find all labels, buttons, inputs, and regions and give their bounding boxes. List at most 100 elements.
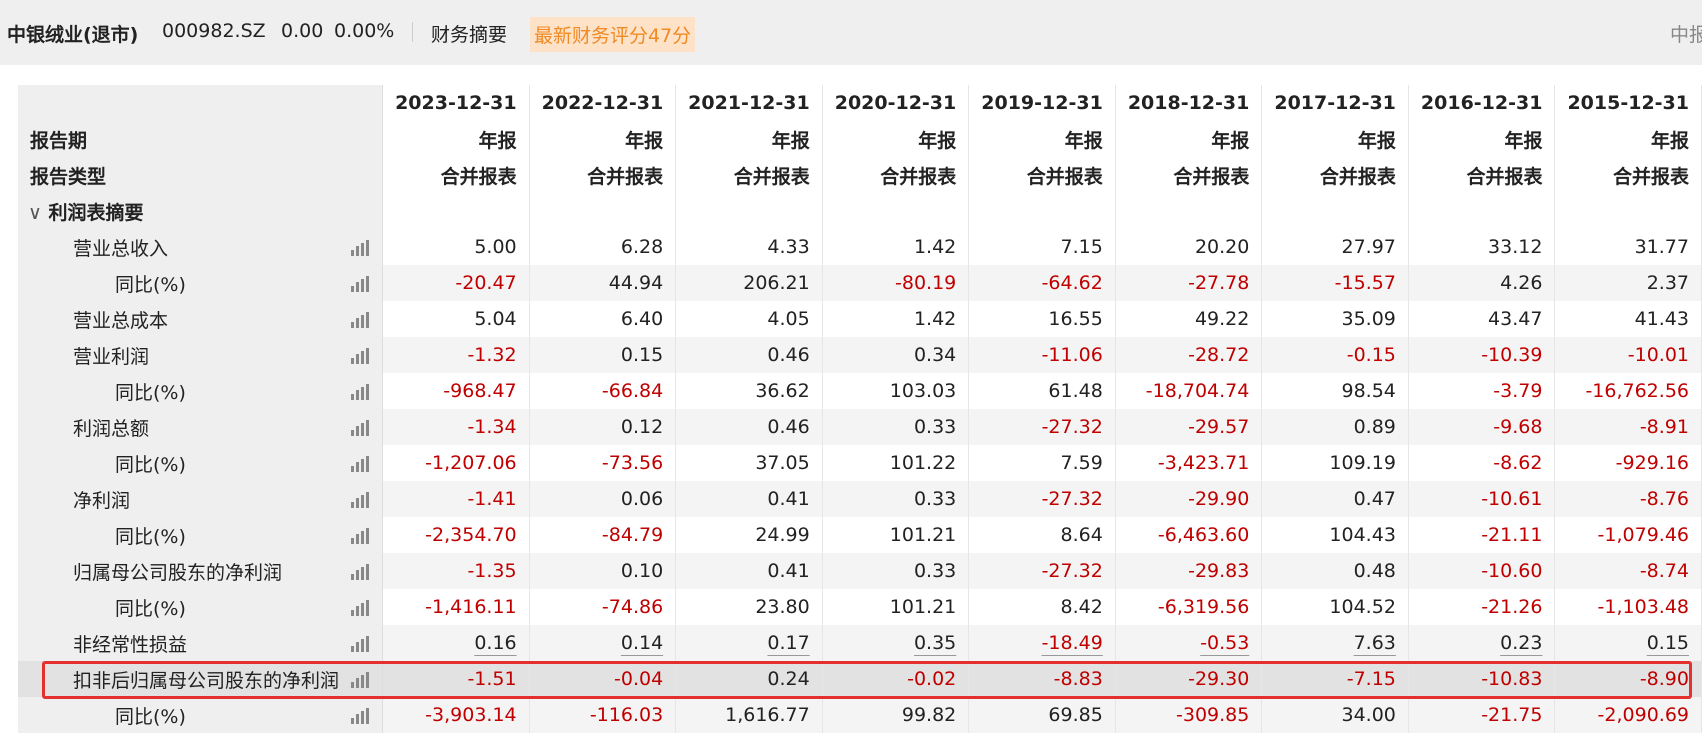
value-cell: -2,090.69 [1554,697,1702,733]
value-cell: -27.32 [968,481,1116,517]
value-cell: 101.21 [822,517,970,553]
value-cell: -66.84 [529,373,677,409]
row-label-cell: 归属母公司股东的净利润 [18,553,384,589]
value-cell: -0.04 [529,661,677,697]
chart-icon[interactable] [350,276,370,292]
value-cell: -6,319.56 [1115,589,1263,625]
chart-icon[interactable] [350,600,370,616]
value-cell: 0.41 [675,553,823,589]
data-row: 归属母公司股东的净利润 -1.35 0.10 0.41 0.33 -27.32 -29.83… [18,553,1702,589]
data-row: 同比(%) -968.47 -66.84 36.62 103.03 61.48 -18,70… [18,373,1702,409]
row-label: 同比(%) [115,273,186,296]
chart-icon[interactable] [350,348,370,364]
data-row: 同比(%) -3,903.14 -116.03 1,616.77 99.82 69.85-… [18,697,1702,733]
value-cell: -29.30 [1115,661,1263,697]
value-cell: -2,354.70 [382,517,530,553]
value-cell: 104.43 [1261,517,1409,553]
header-bar: 中银绒业(退市) 000982.SZ 0.00 0.00% 财务摘要 最新财务评… [0,0,1702,65]
header-cell: 2016-12-31 [1408,85,1556,121]
header-cell: 2019-12-31 [968,85,1116,121]
value-cell: -1,416.11 [382,589,530,625]
section-cell [968,193,1116,229]
header-cell: 年报 [1408,121,1556,157]
value-cell: 33.12 [1408,229,1556,265]
row-label-cell: 净利润 [18,481,384,517]
value-cell: 4.33 [675,229,823,265]
value-cell: -21.75 [1408,697,1556,733]
value-cell: 0.15 [529,337,677,373]
row-label: 营业总成本 [73,309,169,332]
value-cell: -28.72 [1115,337,1263,373]
row-label-cell: 同比(%) [18,697,384,733]
chart-icon[interactable] [350,528,370,544]
value-cell: -1.41 [382,481,530,517]
value-cell: -10.61 [1408,481,1556,517]
value-cell: -8.74 [1554,553,1702,589]
chart-icon[interactable] [350,672,370,688]
chart-icon[interactable] [350,708,370,724]
data-row: 净利润 -1.41 0.06 0.41 0.33 -27.32 -29.90 0.47 -10.… [18,481,1702,517]
chart-icon[interactable] [350,456,370,472]
header-cell: 2022-12-31 [529,85,677,121]
value-cell: 98.54 [1261,373,1409,409]
section-label: ∨ 利润表摘要 [18,193,384,229]
row-label-cell: 同比(%) [18,373,384,409]
value-cell: -116.03 [529,697,677,733]
chart-icon[interactable] [350,384,370,400]
row-label-cell: 同比(%) [18,445,384,481]
value-cell: 1,616.77 [675,697,823,733]
value-cell: 69.85 [968,697,1116,733]
value-cell: 34.00 [1261,697,1409,733]
value-cell: -15.57 [1261,265,1409,301]
chart-icon[interactable] [350,420,370,436]
value-cell: 4.26 [1408,265,1556,301]
tab[interactable]: 财务摘要 [431,24,508,46]
value-cell: -1.32 [382,337,530,373]
stock-name: 中银绒业(退市) [7,24,139,46]
header-cell: 2021-12-31 [675,85,823,121]
value-cell: 0.46 [675,337,823,373]
value-cell: -3,903.14 [382,697,530,733]
chart-icon[interactable] [350,564,370,580]
value-cell: -10.83 [1408,661,1556,697]
value-cell: 0.14 [529,625,677,661]
value-cell: -8.76 [1554,481,1702,517]
row-label: 同比(%) [115,597,186,620]
header-cell: 合并报表 [1261,157,1409,193]
data-row: 同比(%) -20.47 44.94 206.21 -80.19 -64.62 -27.78… [18,265,1702,301]
data-row: 营业总收入 5.00 6.28 4.33 1.42 7.15 20.20 27.97 33.12… [18,229,1702,265]
value-cell: 0.23 [1408,625,1556,661]
right-tab[interactable]: 中报 [1670,24,1702,46]
value-cell: -8.91 [1554,409,1702,445]
value-cell: -21.11 [1408,517,1556,553]
value-cell: 43.47 [1408,301,1556,337]
value-cell: -1.34 [382,409,530,445]
value-cell: 0.06 [529,481,677,517]
value-cell: 1.42 [822,229,970,265]
header-cell: 合并报表 [1554,157,1702,193]
row-label: 同比(%) [115,453,186,476]
value-cell: -8.62 [1408,445,1556,481]
chart-icon[interactable] [350,312,370,328]
chart-icon[interactable] [350,492,370,508]
chart-icon[interactable] [350,240,370,256]
score-badge[interactable]: 最新财务评分47分 [530,17,696,52]
value-cell: 36.62 [675,373,823,409]
header-label [18,85,384,121]
header-cell: 2017-12-31 [1261,85,1409,121]
value-cell: 8.64 [968,517,1116,553]
header-cell: 2015-12-31 [1554,85,1702,121]
header-cell: 合并报表 [529,157,677,193]
section-cell [822,193,970,229]
row-label-cell: 扣非后归属母公司股东的净利润 [18,661,384,697]
value-cell: -11.06 [968,337,1116,373]
value-cell: 0.48 [1261,553,1409,589]
value-cell: -7.15 [1261,661,1409,697]
value-cell: 0.89 [1261,409,1409,445]
chart-icon[interactable] [350,636,370,652]
value-cell: -0.02 [822,661,970,697]
row-label: 非经常性损益 [73,633,188,656]
value-cell: 101.22 [822,445,970,481]
section-cell [1115,193,1263,229]
